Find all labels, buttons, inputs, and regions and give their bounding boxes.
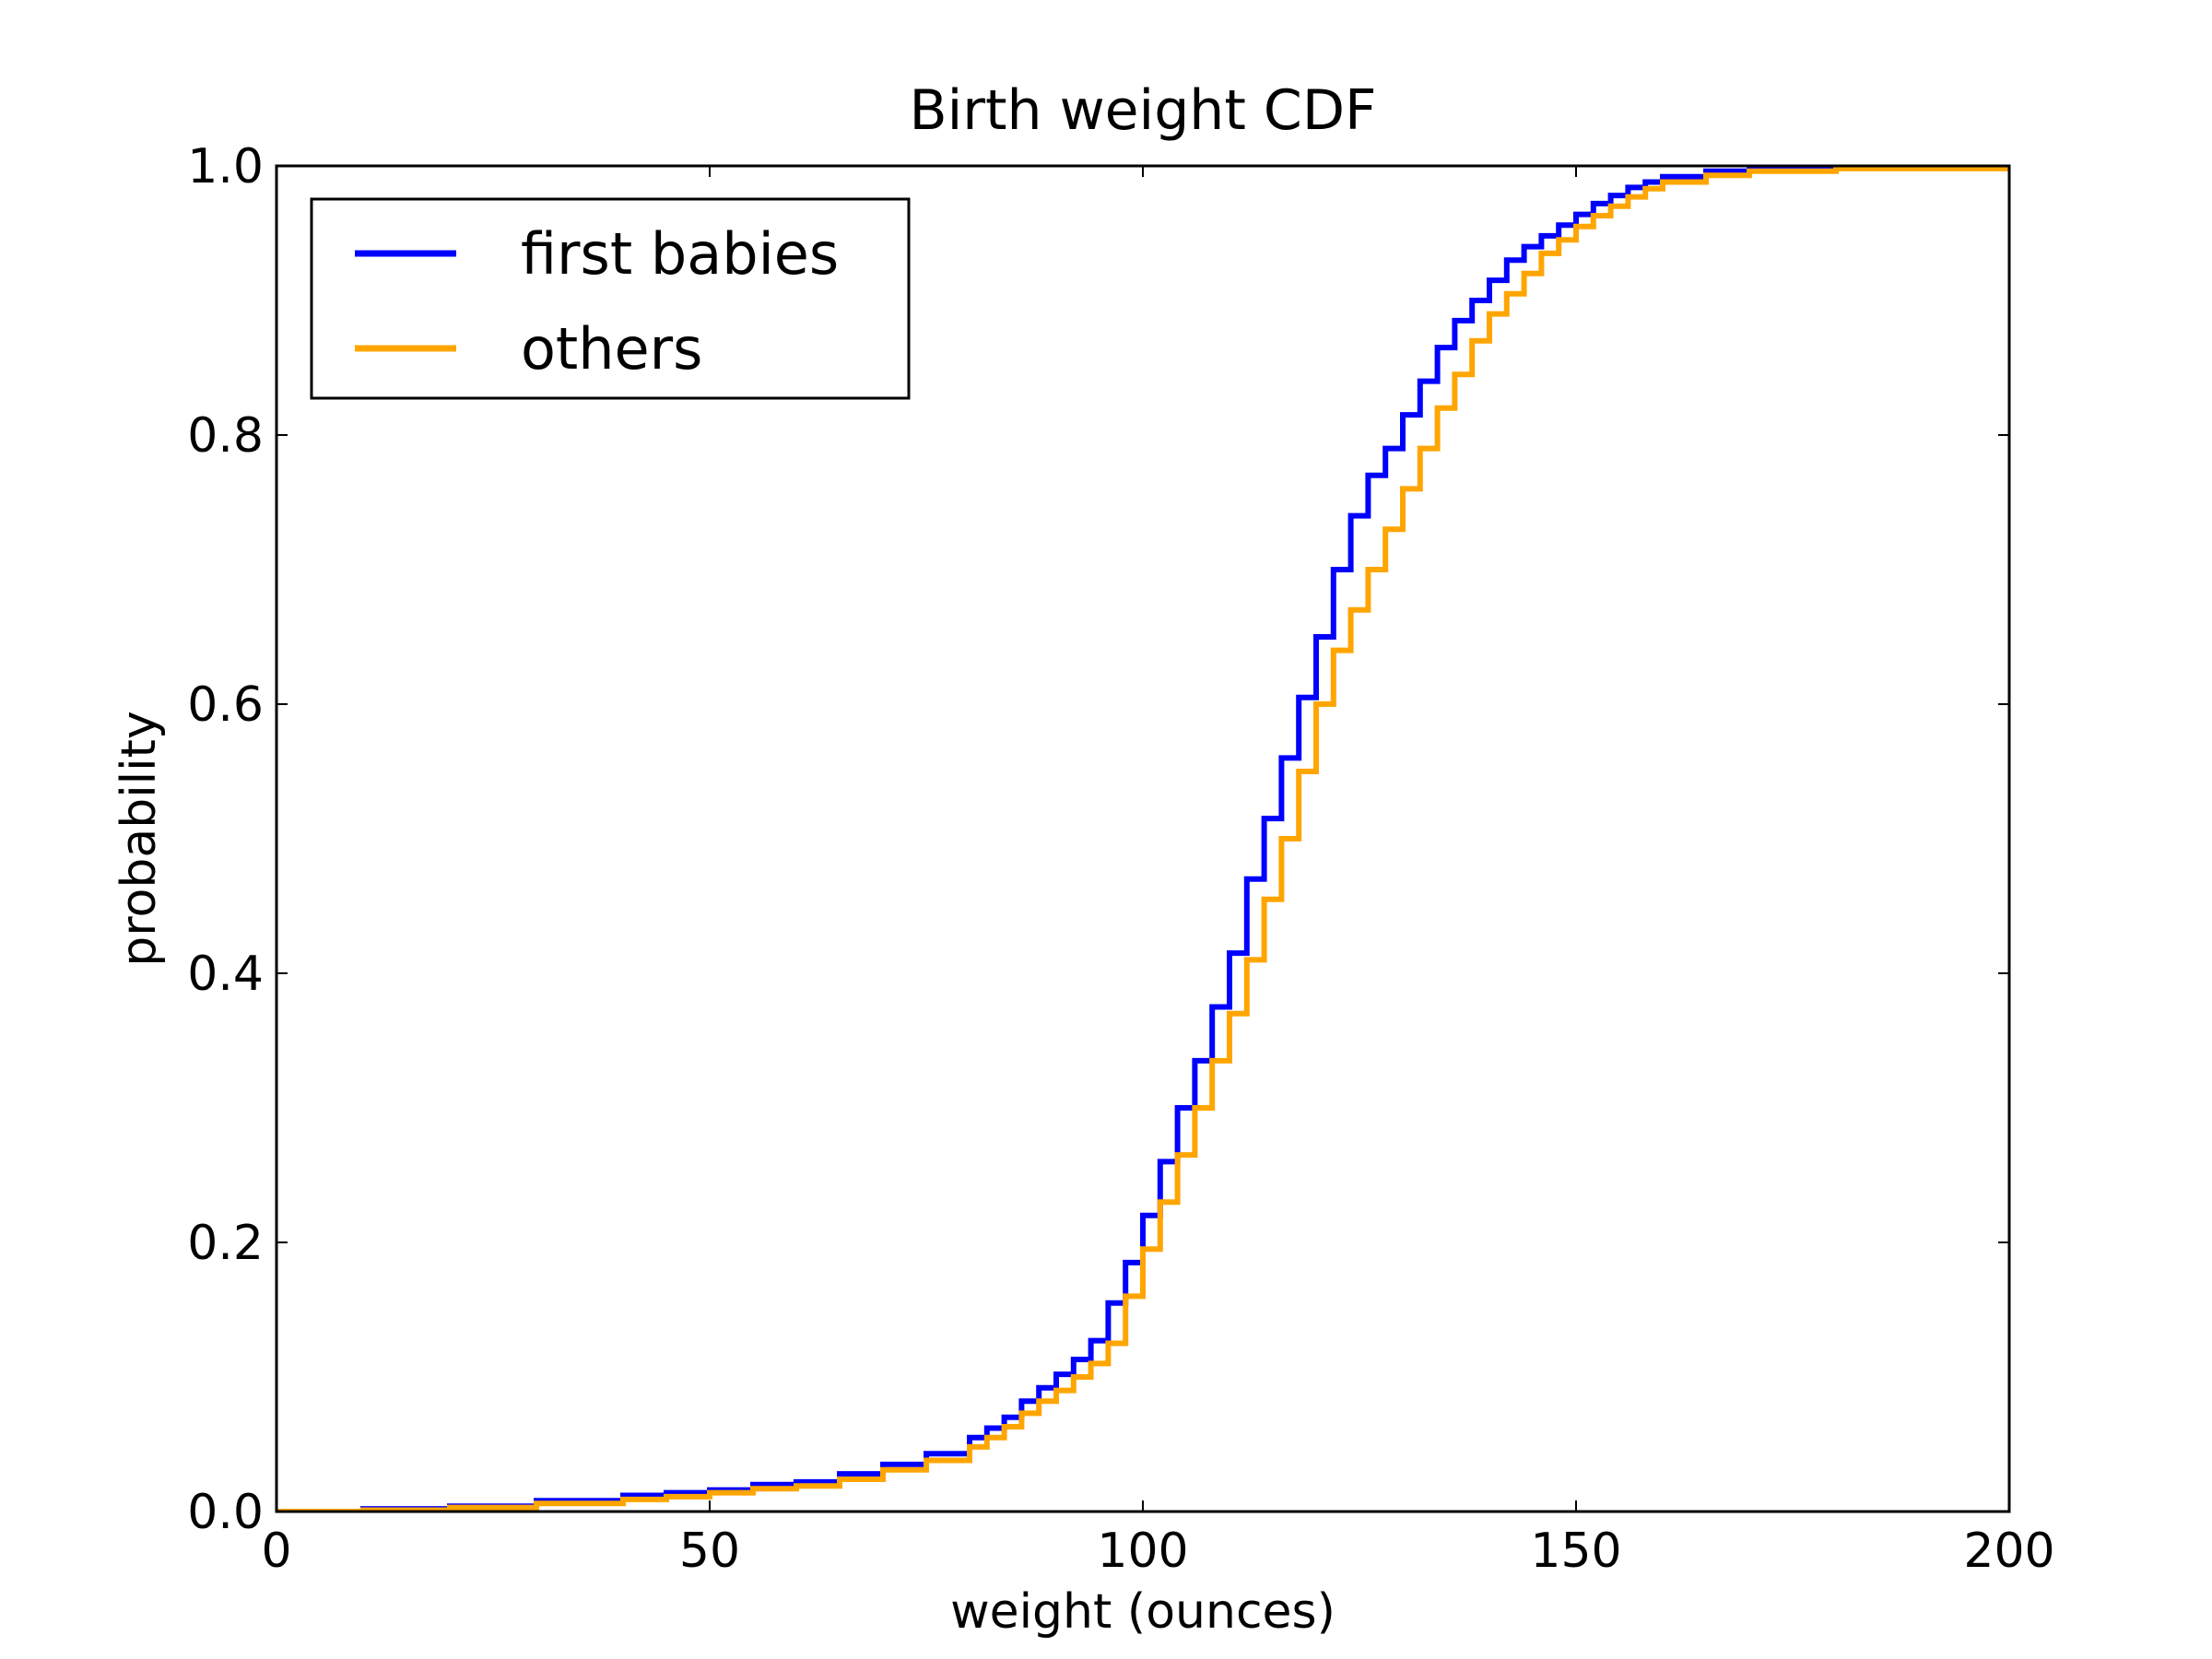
x-tick-label: 100 — [1097, 1524, 1188, 1579]
y-tick-label: 0.2 — [187, 1216, 264, 1271]
x-tick-label: 50 — [679, 1524, 740, 1579]
chart-title: Birth weight CDF — [909, 78, 1376, 143]
y-tick-label: 0.6 — [187, 677, 264, 733]
legend-label-first-babies: first babies — [521, 220, 839, 288]
y-tick-label: 1.0 — [187, 139, 264, 194]
y-tick-label: 0.4 — [187, 947, 264, 1002]
legend-box — [310, 197, 911, 400]
legend: first babies others — [310, 197, 911, 400]
x-axis-label: weight (ounces) — [950, 1584, 1335, 1640]
legend-label-others: others — [521, 315, 702, 382]
x-axis-ticks: 0 50 100 150 200 — [261, 166, 2055, 1579]
y-axis-label: probability — [112, 711, 167, 966]
x-tick-label: 150 — [1530, 1524, 1621, 1579]
y-tick-label: 0.0 — [187, 1485, 264, 1540]
series-layer — [276, 166, 2009, 1512]
y-axis-ticks: 0.0 0.2 0.4 0.6 0.8 1.0 — [187, 139, 2009, 1540]
series-line-others — [276, 166, 2009, 1512]
x-tick-label: 0 — [261, 1524, 291, 1579]
y-tick-label: 0.8 — [187, 408, 264, 464]
series-line-first-babies — [276, 166, 2009, 1512]
x-tick-label: 200 — [1963, 1524, 2054, 1579]
